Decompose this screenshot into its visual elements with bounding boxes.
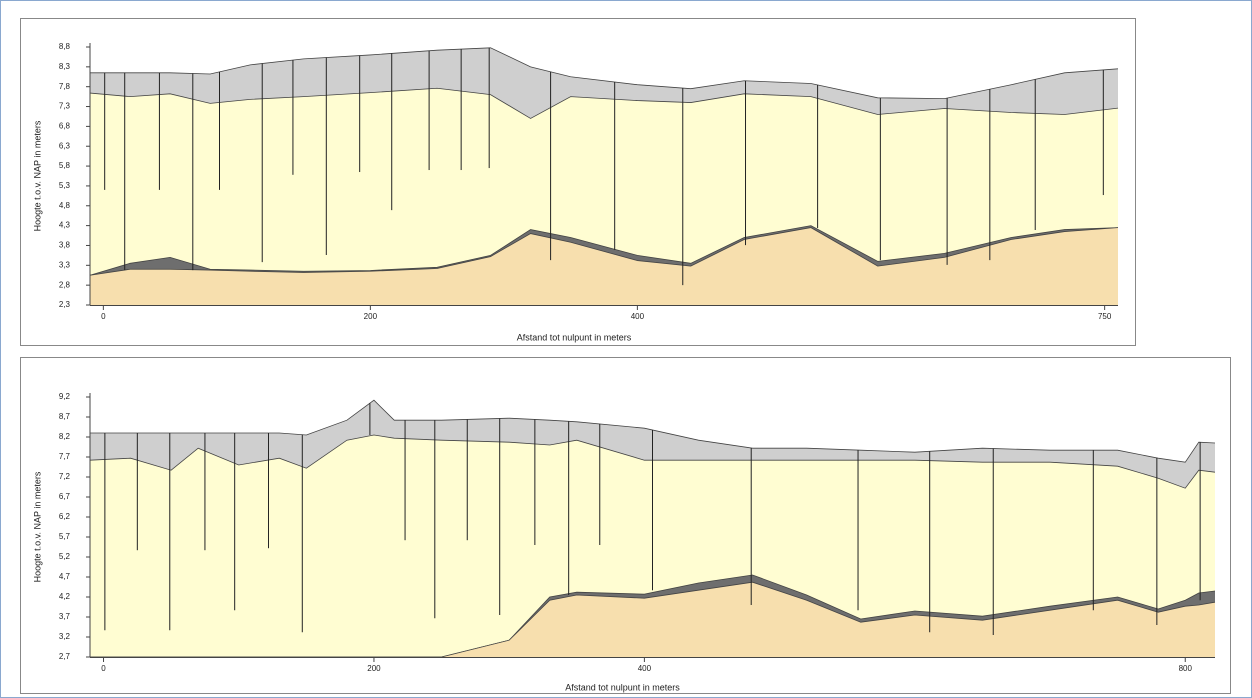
y-tick-label: 7,2 (59, 472, 71, 481)
y-tick-label: 4,8 (59, 201, 71, 210)
y-tick-label: 2,7 (59, 652, 71, 661)
y-tick-label: 2,3 (59, 300, 71, 309)
layer-boundary (90, 399, 1216, 463)
y-tick-label: 3,8 (59, 241, 71, 250)
x-tick-label: 200 (364, 312, 378, 321)
y-tick-label: 6,7 (59, 492, 71, 501)
y-tick-label: 4,2 (59, 592, 71, 601)
soil-layer (90, 47, 1118, 119)
y-tick-label: 8,3 (59, 62, 71, 71)
y-tick-label: 4,3 (59, 221, 71, 230)
soil-layer (90, 88, 1118, 276)
y-tick-label: 4,7 (59, 572, 71, 581)
x-tick-label: 750 (1098, 312, 1112, 321)
x-tick-label: 800 (1179, 664, 1193, 673)
y-tick-label: 7,8 (59, 82, 71, 91)
y-tick-label: 3,7 (59, 612, 71, 621)
y-tick-label: 8,2 (59, 432, 71, 441)
x-tick-label: 0 (101, 664, 106, 673)
y-axis-title: Hoogte t.o.v. NAP in meters (32, 120, 42, 231)
y-tick-label: 6,8 (59, 121, 71, 130)
y-tick-label: 5,7 (59, 532, 71, 541)
x-axis-title: Afstand tot nulpunt in meters (565, 682, 680, 692)
x-tick-label: 400 (638, 664, 652, 673)
y-tick-label: 8,7 (59, 412, 71, 421)
y-tick-label: 9,2 (59, 392, 71, 401)
soil-layer (90, 225, 1118, 276)
x-tick-label: 0 (101, 312, 106, 321)
y-tick-label: 7,3 (59, 102, 71, 111)
soil-layer (90, 582, 1215, 657)
y-tick-label: 5,3 (59, 181, 71, 190)
x-tick-label: 200 (367, 664, 381, 673)
y-tick-label: 6,2 (59, 512, 71, 521)
y-tick-label: 8,8 (59, 42, 71, 51)
y-tick-label: 6,3 (59, 141, 71, 150)
layer-boundary (89, 434, 1216, 489)
soil-layer (90, 227, 1118, 305)
y-tick-label: 3,2 (59, 632, 71, 641)
y-tick-label: 5,8 (59, 161, 71, 170)
x-tick-label: 400 (631, 312, 645, 321)
y-tick-label: 2,8 (59, 280, 71, 289)
soil-layer (90, 575, 1215, 657)
x-axis-title: Afstand tot nulpunt in meters (517, 332, 632, 342)
y-axis-title: Hoogte t.o.v. NAP in meters (32, 471, 42, 582)
y-tick-label: 7,7 (59, 452, 71, 461)
y-tick-label: 5,2 (59, 552, 71, 561)
y-tick-label: 3,3 (59, 260, 71, 269)
